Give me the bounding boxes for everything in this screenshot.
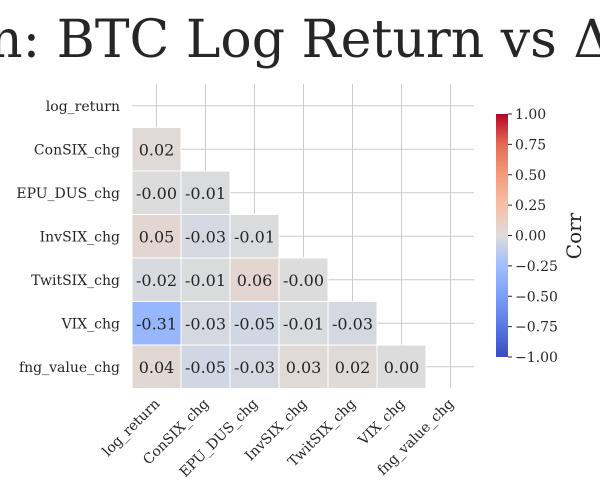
heatmap-cell-value: -0.01	[185, 184, 226, 203]
heatmap-cell-value: -0.05	[185, 358, 226, 377]
colorbar-tick-label: 1.00	[515, 107, 546, 123]
colorbar-tick-label: 0.50	[515, 168, 546, 184]
heatmap-cell	[131, 301, 182, 346]
colorbar-tick-label: −1.00	[515, 350, 558, 366]
colorbar-tick-label: 0.75	[515, 137, 546, 153]
heatmap-cell-value: 0.04	[139, 358, 175, 377]
heatmap-cell	[180, 344, 231, 389]
heatmap-cell	[131, 127, 182, 172]
colorbar-gradient	[496, 114, 508, 357]
heatmap-cell	[180, 170, 231, 215]
heatmap-cell-value: 0.06	[237, 271, 273, 290]
heatmap-cell-value: -0.00	[283, 271, 324, 290]
heatmap-cell-value: -0.03	[332, 314, 373, 333]
colorbar-tick-label: 0.25	[515, 198, 546, 214]
heatmap-cell-value: -0.00	[136, 184, 177, 203]
chart-title: n: BTC Log Return vs Δ	[0, 10, 600, 70]
heatmap-cell-value: -0.02	[136, 271, 177, 290]
x-axis-tick-labels: log_returnConSIX_chgEPU_DUS_chgInvSIX_ch…	[100, 396, 458, 481]
heatmap-cells	[131, 127, 427, 389]
y-tick-label: fng_value_chg	[19, 360, 120, 376]
heatmap-cell	[180, 257, 231, 302]
colorbar: 1.00 0.75 0.50 0.25 0.00 −0.25 −0.50 −0.75 −1.00…	[496, 107, 586, 366]
heatmap-cell-value: 0.00	[384, 358, 420, 377]
y-tick-label: ConSIX_chg	[34, 142, 120, 158]
y-tick-label: TwitSIX_chg	[31, 273, 120, 289]
heatmap-cell-value: 0.03	[286, 358, 322, 377]
colorbar-label: Corr	[562, 212, 586, 259]
heatmap-cell-value: -0.03	[234, 358, 275, 377]
heatmap-cell-value: 0.02	[335, 358, 371, 377]
y-tick-label: EPU_DUS_chg	[16, 186, 120, 202]
heatmap-cell-value: -0.31	[136, 314, 177, 333]
colorbar-tick-label: −0.25	[515, 259, 558, 275]
heatmap-cell	[131, 344, 182, 389]
heatmap-cell	[376, 344, 427, 389]
heatmap-cell-value: 0.05	[139, 227, 175, 246]
y-axis-tick-labels: log_return ConSIX_chg EPU_DUS_chg InvSIX_ch…	[16, 99, 120, 376]
y-tick-label: VIX_chg	[61, 316, 120, 332]
heatmap-cell-value: -0.03	[185, 227, 226, 246]
heatmap-cell-value: -0.01	[283, 314, 324, 333]
heatmap-cell	[131, 257, 182, 302]
heatmap-cell-value: 0.02	[139, 140, 175, 159]
colorbar-ticks: 1.00 0.75 0.50 0.25 0.00 −0.25 −0.50 −0.75 −1.00	[508, 107, 558, 366]
colorbar-tick-label: −0.50	[515, 289, 558, 305]
y-tick-label: log_return	[46, 99, 120, 115]
heatmap-cell	[278, 257, 329, 302]
colorbar-tick-label: 0.00	[515, 229, 546, 245]
heatmap-cell-labels: 0.02 -0.00 -0.01 0.05 -0.03 -0.01 -0.02 -0.01 0.…	[136, 140, 419, 377]
heatmap-cell	[229, 344, 280, 389]
heatmap-cell-value: -0.01	[234, 227, 275, 246]
heatmap-cell-value: -0.03	[185, 314, 226, 333]
heatmap-cell-value: -0.01	[185, 271, 226, 290]
heatmap-cell	[180, 301, 231, 346]
heatmap-cell	[327, 301, 378, 346]
heatmap-cell	[327, 344, 378, 389]
heatmap-cell-value: -0.05	[234, 314, 275, 333]
heatmap-cell	[229, 214, 280, 259]
colorbar-tick-label: −0.75	[515, 320, 558, 336]
y-tick-label: InvSIX_chg	[40, 229, 120, 245]
